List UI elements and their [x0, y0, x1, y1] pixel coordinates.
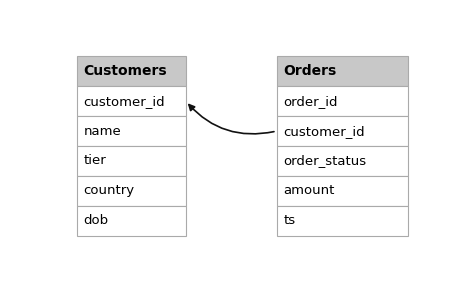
FancyBboxPatch shape	[77, 206, 186, 235]
Text: dob: dob	[83, 214, 108, 227]
Text: amount: amount	[283, 184, 334, 197]
Text: country: country	[83, 184, 135, 197]
Text: Orders: Orders	[283, 64, 336, 78]
Text: customer_id: customer_id	[283, 125, 365, 138]
FancyBboxPatch shape	[77, 116, 186, 146]
FancyBboxPatch shape	[277, 86, 408, 116]
Text: order_id: order_id	[283, 95, 338, 108]
FancyBboxPatch shape	[77, 56, 186, 86]
FancyBboxPatch shape	[277, 206, 408, 235]
Text: customer_id: customer_id	[83, 95, 165, 108]
Text: tier: tier	[83, 154, 106, 167]
Text: ts: ts	[283, 214, 295, 227]
FancyBboxPatch shape	[77, 86, 186, 116]
FancyBboxPatch shape	[277, 176, 408, 206]
FancyBboxPatch shape	[277, 116, 408, 146]
Text: name: name	[83, 125, 121, 138]
FancyBboxPatch shape	[277, 56, 408, 86]
Text: Customers: Customers	[83, 64, 167, 78]
FancyBboxPatch shape	[277, 146, 408, 176]
Text: order_status: order_status	[283, 154, 366, 167]
FancyBboxPatch shape	[77, 146, 186, 176]
FancyBboxPatch shape	[77, 176, 186, 206]
